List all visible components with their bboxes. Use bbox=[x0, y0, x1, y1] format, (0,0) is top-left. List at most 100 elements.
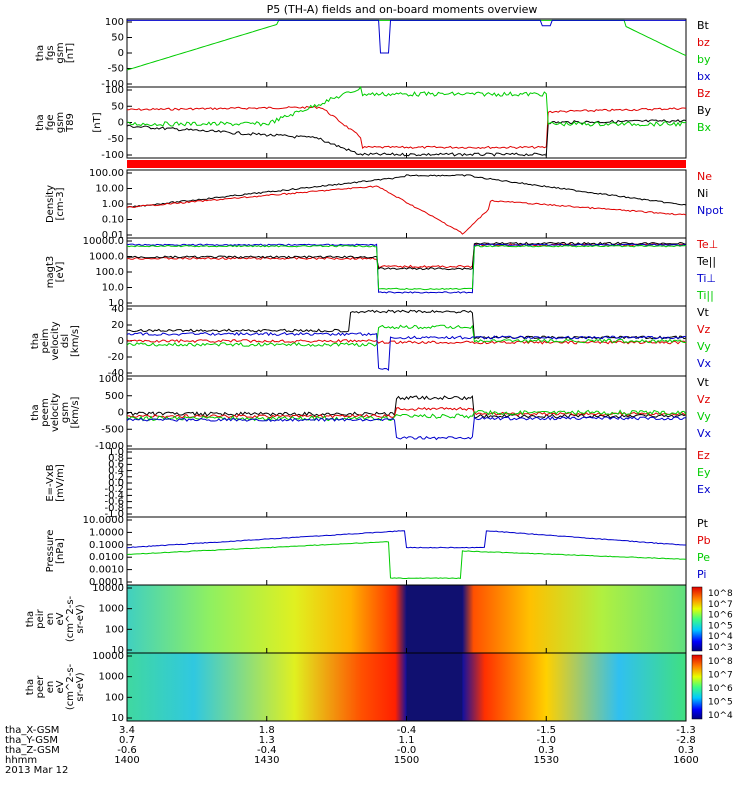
y-tick-label: -100 bbox=[101, 150, 124, 161]
panel-7 bbox=[126, 448, 687, 518]
y-axis-label: peim bbox=[40, 328, 51, 353]
orbit-value: 1430 bbox=[254, 755, 279, 766]
legend-entry: Bz bbox=[697, 87, 711, 100]
legend-entry: Ne bbox=[697, 170, 712, 183]
orbit-value: -1.5 bbox=[536, 725, 556, 736]
orbit-value: 0.7 bbox=[119, 735, 135, 746]
orbit-value: 1600 bbox=[673, 755, 698, 766]
y-tick-label: 100.00 bbox=[89, 168, 124, 179]
y-tick-label: 0.0 bbox=[108, 478, 124, 489]
orbit-row-label: tha_X-GSM bbox=[5, 725, 59, 736]
series-line-blue bbox=[126, 530, 686, 549]
y-axis-label: dsl bbox=[60, 334, 71, 348]
legend-entry: Ti⊥ bbox=[696, 272, 716, 285]
y-tick-label: 1000 bbox=[99, 604, 124, 615]
series-line-blue bbox=[126, 331, 687, 372]
series-line-red bbox=[126, 339, 687, 345]
orbit-row-label: tha_Z-GSM bbox=[5, 745, 60, 756]
orbit-value: 3.4 bbox=[119, 725, 135, 736]
legend-entry: Ti|| bbox=[696, 289, 714, 302]
y-tick-label: 0.0010 bbox=[89, 565, 124, 576]
series-line-blue bbox=[126, 243, 687, 294]
colorbar-tick-label: 10^4 bbox=[708, 632, 733, 642]
y-axis-label: gsm bbox=[55, 42, 66, 63]
series-line-black bbox=[126, 395, 687, 419]
orbit-value: 1500 bbox=[394, 755, 419, 766]
colorbar bbox=[691, 654, 703, 720]
y-tick-label: 1000 bbox=[99, 374, 124, 385]
y-tick-label: -20 bbox=[108, 352, 124, 363]
y-tick-label: 100 bbox=[105, 624, 124, 635]
y-tick-label: 1.0 bbox=[108, 298, 124, 309]
panel-frame bbox=[126, 448, 687, 518]
y-axis-label: Density bbox=[45, 185, 56, 223]
y-tick-label: -100 bbox=[101, 79, 124, 90]
legend-entry: Vx bbox=[697, 357, 712, 370]
y-axis-label: magt3 bbox=[45, 256, 56, 289]
y-tick-label: 40 bbox=[111, 304, 124, 315]
legend-entry: bx bbox=[697, 70, 711, 83]
y-axis-label: [eV] bbox=[55, 262, 66, 283]
orbit-value: -0.4 bbox=[397, 725, 417, 736]
series-line-green bbox=[126, 244, 687, 291]
y-tick-label: -0.8 bbox=[104, 503, 124, 514]
y-axis-label: fge bbox=[45, 114, 56, 130]
y-tick-label: 0.0100 bbox=[89, 552, 124, 563]
series-line-black bbox=[126, 174, 687, 208]
y-tick-label: 10 bbox=[111, 645, 124, 656]
colorbar-tick-label: 10^7 bbox=[708, 600, 733, 610]
y-axis-label: tha bbox=[35, 45, 46, 61]
y-axis-label: [km/s] bbox=[70, 325, 81, 357]
y-tick-label: -0.4 bbox=[104, 490, 124, 501]
colorbar-tick-label: 10^7 bbox=[708, 671, 733, 681]
y-tick-label: -1000 bbox=[95, 441, 124, 452]
y-axis-label: [nT] bbox=[65, 43, 76, 63]
y-axis-label: gsm bbox=[60, 402, 71, 423]
orbit-value: 0.3 bbox=[538, 745, 554, 756]
y-tick-label: -50 bbox=[108, 64, 124, 75]
series-line-blue bbox=[127, 19, 686, 54]
y-tick-label: 0 bbox=[118, 408, 124, 419]
panel-8 bbox=[126, 516, 687, 586]
y-axis-label: [mV/m] bbox=[55, 464, 66, 502]
separator-band bbox=[127, 160, 686, 168]
y-tick-label: 10.0 bbox=[102, 283, 124, 294]
orbit-value: -2.8 bbox=[676, 735, 696, 746]
y-tick-label: 1.0000 bbox=[89, 527, 124, 538]
y-tick-label: 100 bbox=[105, 85, 124, 96]
y-tick-label: -50 bbox=[108, 134, 124, 145]
orbit-value: -1.0 bbox=[536, 735, 556, 746]
colorbar-tick-label: 10^6 bbox=[708, 611, 733, 621]
y-axis-label: sr-eV) bbox=[75, 604, 86, 633]
y-axis-label: eV bbox=[55, 612, 66, 625]
y-tick-label: 0.2 bbox=[108, 472, 124, 483]
panel-frame bbox=[126, 169, 687, 239]
panel-frame bbox=[126, 305, 687, 377]
y-tick-label: 0.6 bbox=[108, 459, 124, 470]
y-axis-label: peem bbox=[40, 398, 51, 426]
orbit-value: 1.3 bbox=[259, 735, 275, 746]
y-tick-label: 50 bbox=[111, 33, 124, 44]
y-tick-label: 10.00 bbox=[95, 184, 124, 195]
y-axis-label: en bbox=[45, 613, 56, 626]
date-label: 2013 Mar 12 bbox=[5, 765, 68, 776]
orbit-row-label: tha_Y-GSM bbox=[5, 735, 58, 746]
series-line-red bbox=[126, 406, 687, 419]
legend-entry: Te|| bbox=[696, 255, 716, 268]
legend-entry: Pb bbox=[697, 534, 711, 547]
colorbar-tick-label: 10^8 bbox=[708, 589, 733, 599]
series-line-green bbox=[126, 324, 686, 347]
legend-entry: Bt bbox=[697, 19, 710, 32]
y-tick-label: 50 bbox=[111, 101, 124, 112]
y-tick-label: 0 bbox=[118, 336, 124, 347]
y-axis-label: tha bbox=[25, 679, 36, 695]
y-axis-label: T89 bbox=[65, 113, 76, 133]
legend-entry: By bbox=[697, 104, 712, 117]
y-tick-label: 100 bbox=[105, 17, 124, 28]
y-axis-label: tha bbox=[35, 114, 46, 130]
y-axis-label: gsm bbox=[55, 112, 66, 133]
series-line-green bbox=[126, 409, 687, 422]
y-tick-label: -500 bbox=[101, 424, 124, 435]
y-tick-label: 0.4 bbox=[108, 466, 124, 477]
panel-9 bbox=[126, 584, 703, 654]
